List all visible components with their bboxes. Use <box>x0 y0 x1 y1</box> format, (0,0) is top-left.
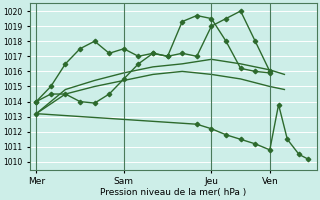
X-axis label: Pression niveau de la mer( hPa ): Pression niveau de la mer( hPa ) <box>100 188 247 197</box>
